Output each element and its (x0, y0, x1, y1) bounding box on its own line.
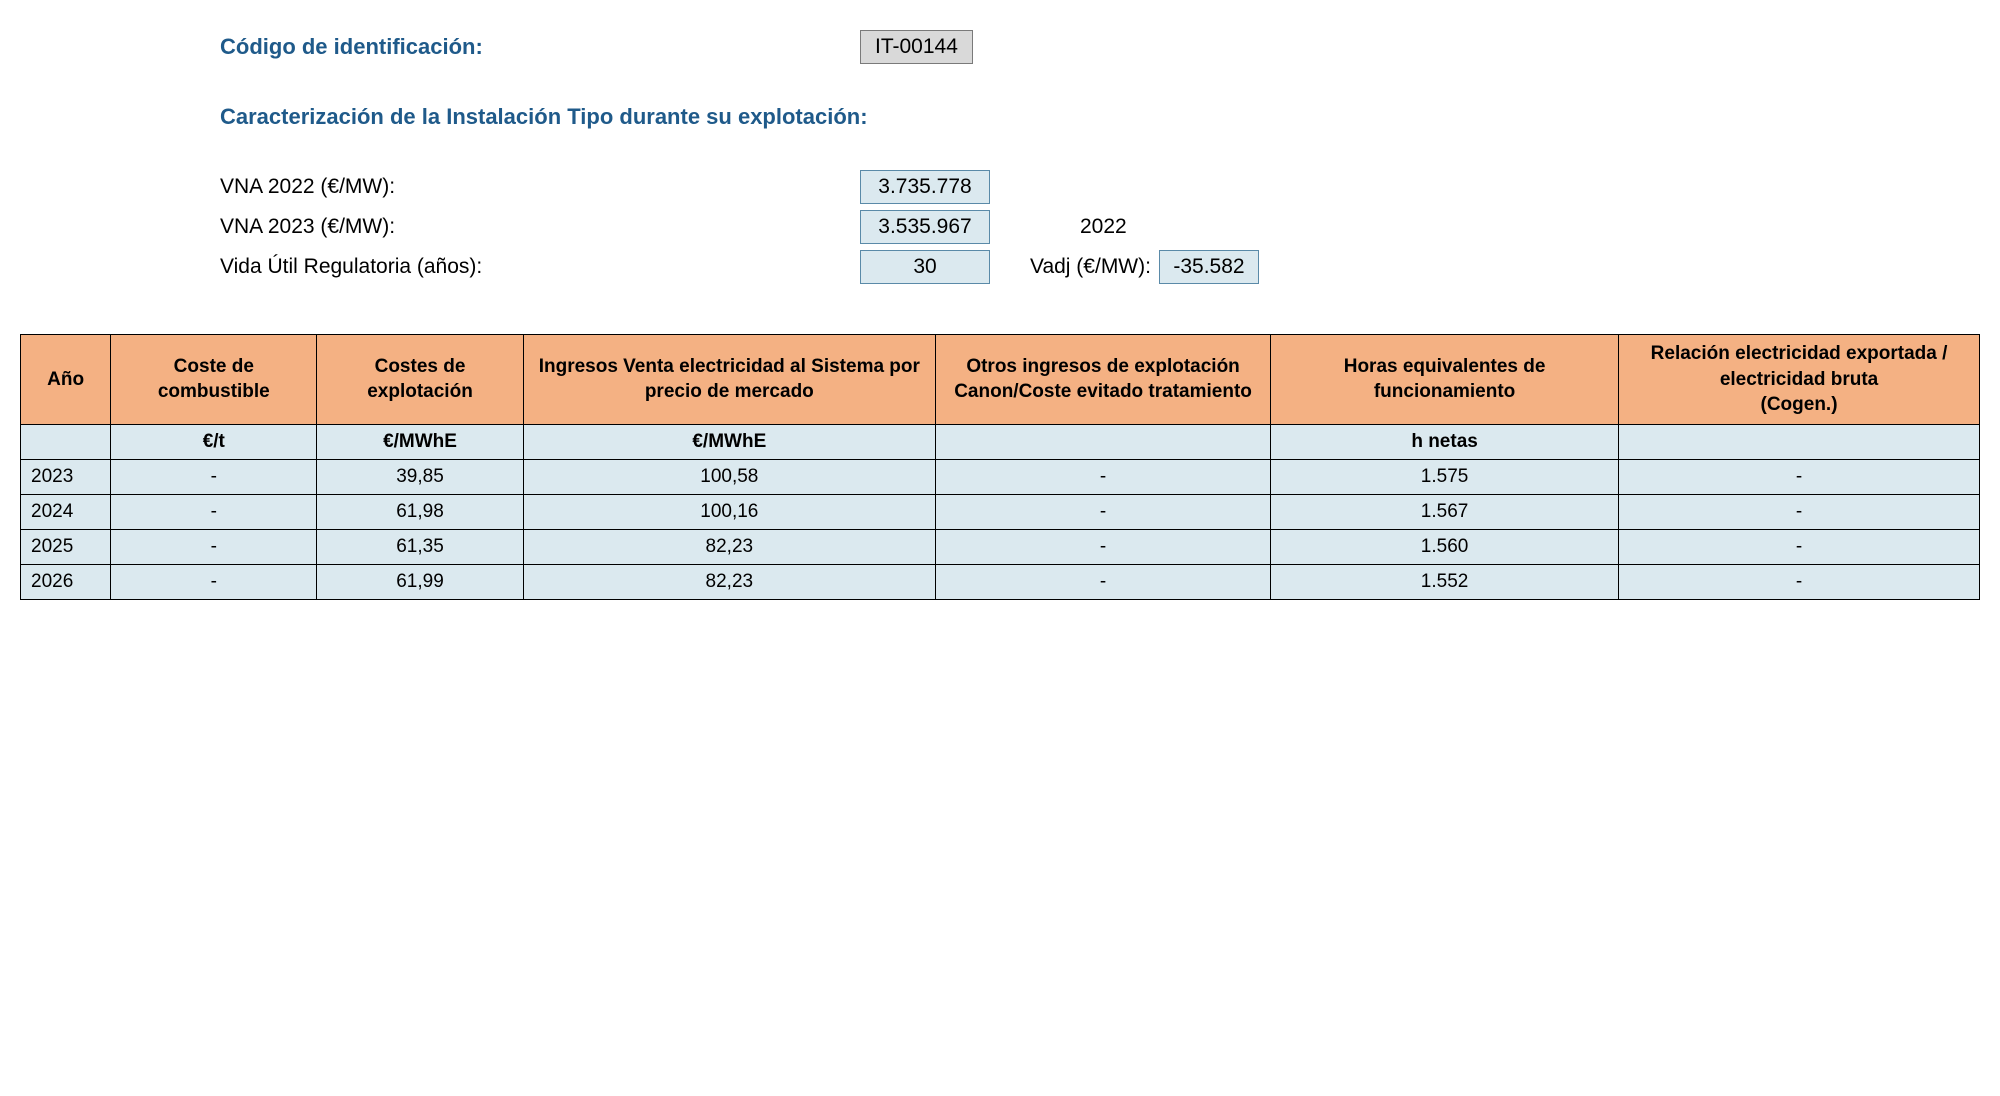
table-cell: 82,23 (523, 529, 935, 564)
vida-label: Vida Útil Regulatoria (años): (220, 255, 860, 279)
vna-2023-label: VNA 2023 (€/MW): (220, 215, 860, 239)
units-cell (21, 424, 111, 459)
table-cell: 100,16 (523, 494, 935, 529)
units-cell: €/MWhE (523, 424, 935, 459)
table-cell: 2025 (21, 529, 111, 564)
table-cell: 1.567 (1271, 494, 1619, 529)
table-cell: 2026 (21, 564, 111, 599)
vida-value: 30 (860, 250, 990, 284)
table-cell: 1.560 (1271, 529, 1619, 564)
col-header-other: Otros ingresos de explotación Canon/Cost… (936, 335, 1271, 425)
table-cell: - (1619, 459, 1980, 494)
units-cell: h netas (1271, 424, 1619, 459)
col-header-income: Ingresos Venta electricidad al Sistema p… (523, 335, 935, 425)
table-cell: 100,58 (523, 459, 935, 494)
table-cell: 82,23 (523, 564, 935, 599)
table-row: 2026-61,9982,23-1.552- (21, 564, 1980, 599)
table-row: 2023-39,85100,58-1.575- (21, 459, 1980, 494)
table-cell: - (936, 459, 1271, 494)
code-value-box: IT-00144 (860, 30, 973, 64)
table-cell: - (1619, 529, 1980, 564)
ref-year: 2022 (1080, 215, 1127, 239)
table-cell: - (111, 529, 317, 564)
vna-2022-label: VNA 2022 (€/MW): (220, 175, 860, 199)
vadj-label: Vadj (€/MW): (1030, 255, 1151, 279)
data-table: Año Coste de combustible Costes de explo… (20, 334, 1980, 600)
vna-2023-value: 3.535.967 (860, 210, 990, 244)
header-section: Código de identificación: IT-00144 Carac… (220, 30, 1980, 284)
table-cell: 1.552 (1271, 564, 1619, 599)
table-cell: 61,98 (317, 494, 523, 529)
table-cell: 61,35 (317, 529, 523, 564)
table-cell: - (111, 564, 317, 599)
col-header-exploit: Costes de explotación (317, 335, 523, 425)
table-row: 2024-61,98100,16-1.567- (21, 494, 1980, 529)
table-cell: - (936, 529, 1271, 564)
table-cell: 2023 (21, 459, 111, 494)
col-header-fuel: Coste de combustible (111, 335, 317, 425)
table-units-row: €/t€/MWhE€/MWhEh netas (21, 424, 1980, 459)
table-cell: - (936, 494, 1271, 529)
table-cell: - (1619, 494, 1980, 529)
col-header-ratio: Relación electricidad exportada / electr… (1619, 335, 1980, 425)
table-cell: - (1619, 564, 1980, 599)
units-cell: €/MWhE (317, 424, 523, 459)
col-header-hours: Horas equivalentes de funcionamiento (1271, 335, 1619, 425)
table-row: 2025-61,3582,23-1.560- (21, 529, 1980, 564)
table-cell: 2024 (21, 494, 111, 529)
table-header-row: Año Coste de combustible Costes de explo… (21, 335, 1980, 425)
characterization-label: Caracterización de la Instalación Tipo d… (220, 104, 868, 130)
table-cell: - (111, 494, 317, 529)
code-label: Código de identificación: (220, 34, 860, 60)
vadj-value: -35.582 (1159, 250, 1259, 284)
table-cell: 61,99 (317, 564, 523, 599)
units-cell (1619, 424, 1980, 459)
table-cell: - (111, 459, 317, 494)
units-cell (936, 424, 1271, 459)
table-cell: 39,85 (317, 459, 523, 494)
units-cell: €/t (111, 424, 317, 459)
table-cell: 1.575 (1271, 459, 1619, 494)
col-header-year: Año (21, 335, 111, 425)
table-cell: - (936, 564, 1271, 599)
vna-2022-value: 3.735.778 (860, 170, 990, 204)
